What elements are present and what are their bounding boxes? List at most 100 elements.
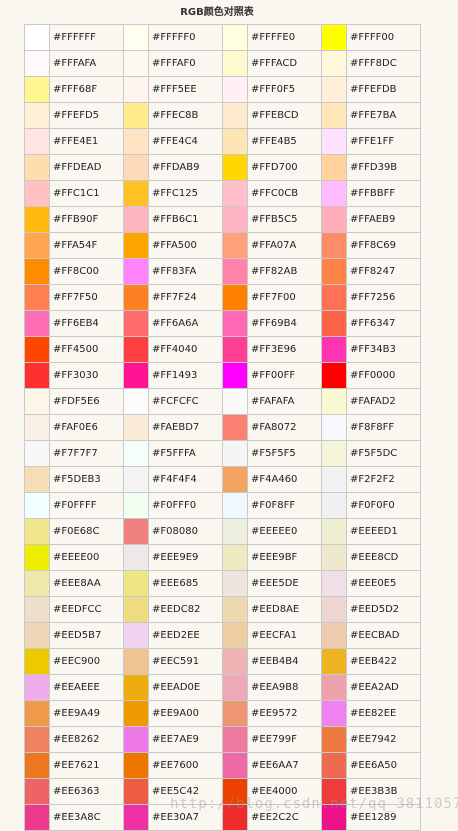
- color-code: #EE7621: [49, 752, 124, 779]
- color-swatch: [24, 154, 50, 181]
- color-swatch: [123, 648, 149, 675]
- color-code: #EEEE00: [49, 544, 124, 571]
- color-code: #EE7AE9: [148, 726, 223, 753]
- color-swatch: [123, 752, 149, 779]
- color-swatch: [321, 24, 347, 51]
- table-row: #FFEFD5 #FFEC8B #FFEBCD #FFE7BA: [24, 102, 421, 129]
- table-row: #FF3030 #FF1493 #FF00FF #FF0000: [24, 362, 421, 389]
- color-code: #FFFAFA: [49, 50, 124, 77]
- color-code: #EE6A50: [346, 752, 421, 779]
- table-row: #FF4500 #FF4040 #FF3E96 #FF34B3: [24, 336, 421, 363]
- color-code: #FFD700: [247, 154, 322, 181]
- color-swatch: [321, 648, 347, 675]
- color-code: #FFD39B: [346, 154, 421, 181]
- color-swatch: [222, 102, 248, 129]
- color-code: #FFEFDB: [346, 76, 421, 103]
- color-code: #EE799F: [247, 726, 322, 753]
- color-swatch: [222, 414, 248, 441]
- color-swatch: [123, 700, 149, 727]
- color-swatch: [222, 154, 248, 181]
- color-swatch: [123, 440, 149, 467]
- color-code: #F5F5F5: [247, 440, 322, 467]
- color-code: #F0FFF0: [148, 492, 223, 519]
- color-swatch: [222, 466, 248, 493]
- color-swatch: [24, 180, 50, 207]
- color-code: #F08080: [148, 518, 223, 545]
- color-code: #F5FFFA: [148, 440, 223, 467]
- color-swatch: [222, 700, 248, 727]
- color-code: #FF7256: [346, 284, 421, 311]
- color-swatch: [222, 128, 248, 155]
- color-code: #EED2EE: [148, 622, 223, 649]
- color-code: #FF0000: [346, 362, 421, 389]
- color-swatch: [123, 622, 149, 649]
- color-code: #EE4000: [247, 778, 322, 805]
- color-swatch: [222, 258, 248, 285]
- color-code: #F4A460: [247, 466, 322, 493]
- color-swatch: [321, 752, 347, 779]
- color-code: #FFC125: [148, 180, 223, 207]
- color-code: #EE82EE: [346, 700, 421, 727]
- table-row: #EEAEEE #EEAD0E #EEA9B8 #EEA2AD: [24, 674, 421, 701]
- color-code: #FF6EB4: [49, 310, 124, 337]
- color-code: #EEAEEE: [49, 674, 124, 701]
- color-swatch: [123, 518, 149, 545]
- color-code: #FF83FA: [148, 258, 223, 285]
- color-code: #FFE7BA: [346, 102, 421, 129]
- color-swatch: [321, 492, 347, 519]
- color-swatch: [222, 24, 248, 51]
- color-swatch: [222, 284, 248, 311]
- color-swatch: [24, 726, 50, 753]
- color-swatch: [222, 596, 248, 623]
- color-swatch: [222, 674, 248, 701]
- color-code: #F0FFFF: [49, 492, 124, 519]
- color-swatch: [222, 804, 248, 831]
- color-swatch: [123, 414, 149, 441]
- color-swatch: [123, 258, 149, 285]
- table-row: #EEC900 #EEC591 #EEB4B4 #EEB422: [24, 648, 421, 675]
- color-code: #FAF0E6: [49, 414, 124, 441]
- color-code: #F5DEB3: [49, 466, 124, 493]
- table-row: #F5DEB3 #F4F4F4 #F4A460 #F2F2F2: [24, 466, 421, 493]
- color-code: #EE6363: [49, 778, 124, 805]
- color-code: #FFBBFF: [346, 180, 421, 207]
- color-swatch: [24, 310, 50, 337]
- table-row: #FAF0E6 #FAEBD7 #FA8072 #F8F8FF: [24, 414, 421, 441]
- color-swatch: [123, 466, 149, 493]
- color-code: #FF4040: [148, 336, 223, 363]
- table-row: #FFFAFA #FFFAF0 #FFFACD #FFF8DC: [24, 50, 421, 77]
- color-swatch: [24, 674, 50, 701]
- color-swatch: [321, 102, 347, 129]
- color-code: #FAEBD7: [148, 414, 223, 441]
- color-swatch: [123, 76, 149, 103]
- color-swatch: [123, 492, 149, 519]
- color-code: #FFA500: [148, 232, 223, 259]
- color-code: #FFFFE0: [247, 24, 322, 51]
- color-swatch: [321, 570, 347, 597]
- color-swatch: [222, 752, 248, 779]
- color-swatch: [24, 700, 50, 727]
- color-swatch: [123, 570, 149, 597]
- color-code: #F8F8FF: [346, 414, 421, 441]
- color-swatch: [321, 284, 347, 311]
- color-swatch: [24, 466, 50, 493]
- color-swatch: [321, 206, 347, 233]
- color-code: #FF7F50: [49, 284, 124, 311]
- color-swatch: [24, 284, 50, 311]
- color-swatch: [321, 804, 347, 831]
- color-swatch: [321, 180, 347, 207]
- color-code: #FF4500: [49, 336, 124, 363]
- color-code: #FF7F00: [247, 284, 322, 311]
- table-row: #EE8262 #EE7AE9 #EE799F #EE7942: [24, 726, 421, 753]
- color-swatch: [222, 544, 248, 571]
- table-row: #EED5B7 #EED2EE #EECFA1 #EECBAD: [24, 622, 421, 649]
- color-code: #EEE8CD: [346, 544, 421, 571]
- color-code: #FFF5EE: [148, 76, 223, 103]
- color-code: #EE7600: [148, 752, 223, 779]
- color-swatch: [321, 232, 347, 259]
- color-swatch: [24, 570, 50, 597]
- color-code: #EEE685: [148, 570, 223, 597]
- color-code: #EEE0E5: [346, 570, 421, 597]
- color-code: #EEC591: [148, 648, 223, 675]
- color-swatch: [222, 310, 248, 337]
